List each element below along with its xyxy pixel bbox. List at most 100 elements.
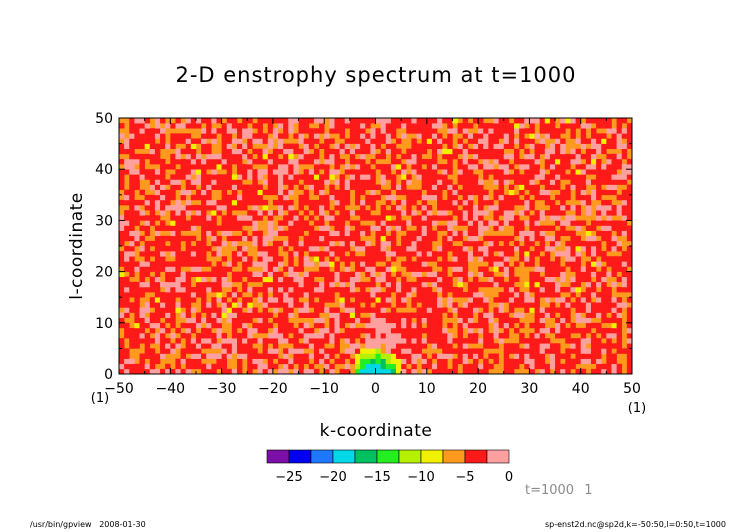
heatmap-cell <box>406 266 412 272</box>
heatmap-cell <box>467 327 474 334</box>
heatmap-cell <box>344 297 351 303</box>
heatmap-cell <box>529 143 535 150</box>
heatmap-cell <box>462 118 469 124</box>
heatmap-cell <box>621 194 628 201</box>
heatmap-cell <box>565 327 571 334</box>
heatmap-cell <box>570 158 576 165</box>
heatmap-cell <box>493 138 499 144</box>
heatmap-cell <box>262 317 269 324</box>
heatmap-cell <box>160 322 166 329</box>
heatmap-cell <box>380 189 387 196</box>
heatmap-cell <box>611 164 617 170</box>
heatmap-cell <box>288 251 294 257</box>
heatmap-cell <box>370 363 376 370</box>
heatmap-cell <box>272 302 279 308</box>
heatmap-cell <box>319 251 325 257</box>
heatmap-cell <box>411 138 417 144</box>
heatmap-cell <box>426 333 433 339</box>
heatmap-cell <box>483 333 489 339</box>
heatmap-cell <box>375 297 381 303</box>
heatmap-cell <box>298 123 304 129</box>
heatmap-cell <box>185 343 192 349</box>
heatmap-cell <box>493 343 499 349</box>
heatmap-cell <box>267 333 274 339</box>
heatmap-cell <box>472 276 479 283</box>
heatmap-cell <box>462 158 469 165</box>
heatmap-cell <box>298 205 304 211</box>
heatmap-cell <box>596 194 602 201</box>
heatmap-cell <box>360 317 366 324</box>
heatmap-cell <box>319 174 325 180</box>
heatmap-cell <box>190 123 197 129</box>
heatmap-cell <box>293 235 299 242</box>
heatmap-cell <box>360 138 366 144</box>
heatmap-cell <box>442 271 448 278</box>
heatmap-cell <box>170 261 176 267</box>
heatmap-cell <box>544 256 551 262</box>
heatmap-cell <box>606 307 612 313</box>
heatmap-cell <box>283 317 289 324</box>
heatmap-cell <box>570 240 576 247</box>
heatmap-cell <box>493 118 499 124</box>
heatmap-cell <box>226 338 233 344</box>
heatmap-cell <box>231 261 238 267</box>
heatmap-cell <box>529 138 535 144</box>
heatmap-cell <box>180 322 186 329</box>
heatmap-cell <box>611 220 617 226</box>
heatmap-cell <box>283 128 289 134</box>
heatmap-cell <box>580 302 587 308</box>
heatmap-cell <box>180 251 186 257</box>
heatmap-cell <box>411 343 417 349</box>
heatmap-cell <box>247 261 253 267</box>
heatmap-cell <box>575 235 581 242</box>
heatmap-cell <box>324 179 330 185</box>
heatmap-cell <box>272 353 279 359</box>
heatmap-cell <box>606 169 612 175</box>
heatmap-cell <box>221 368 228 375</box>
heatmap-cell <box>288 153 294 160</box>
heatmap-cell <box>626 281 633 288</box>
heatmap-cell <box>370 292 376 298</box>
heatmap-cell <box>611 256 617 262</box>
heatmap-cell <box>190 358 197 365</box>
heatmap-cell <box>190 327 197 334</box>
heatmap-cell <box>339 128 346 134</box>
heatmap-cell <box>206 153 212 160</box>
heatmap-cell <box>283 302 289 308</box>
heatmap-plot-area <box>118 117 633 375</box>
heatmap-cell <box>544 251 551 257</box>
heatmap-cell <box>621 164 628 170</box>
heatmap-cell <box>565 312 571 318</box>
heatmap-cell <box>334 307 340 313</box>
colorbar: −25 −20 −15 −10 −5 0 <box>266 449 513 485</box>
heatmap-cell <box>124 235 130 242</box>
heatmap-cell <box>129 343 135 349</box>
heatmap-cell <box>278 302 284 308</box>
colorbar-labels: −25 −20 −15 −10 −5 0 <box>275 470 513 485</box>
heatmap-cell <box>185 189 192 196</box>
heatmap-cell <box>211 286 217 293</box>
time-annotation-value: t=1000 <box>525 483 574 498</box>
heatmap-cell <box>462 266 469 272</box>
heatmap-cell <box>354 302 361 308</box>
heatmap-cell <box>257 184 263 190</box>
heatmap-cell <box>180 302 186 308</box>
heatmap-cell <box>467 286 474 293</box>
heatmap-cell <box>272 184 279 190</box>
heatmap-cell <box>447 333 453 339</box>
heatmap-cell <box>565 174 571 180</box>
heatmap-cell <box>298 322 304 329</box>
heatmap-cell <box>365 174 371 180</box>
heatmap-cell <box>421 261 428 267</box>
heatmap-cell <box>129 281 135 288</box>
heatmap-cell <box>293 179 299 185</box>
heatmap-cell <box>421 256 428 262</box>
heatmap-cell <box>396 353 402 359</box>
heatmap-cell <box>283 327 289 334</box>
heatmap-cell <box>606 164 612 170</box>
heatmap-cell <box>421 179 428 185</box>
heatmap-cell <box>380 256 387 262</box>
heatmap-cell <box>201 215 207 221</box>
heatmap-cell <box>380 246 387 252</box>
heatmap-cell <box>411 148 417 155</box>
